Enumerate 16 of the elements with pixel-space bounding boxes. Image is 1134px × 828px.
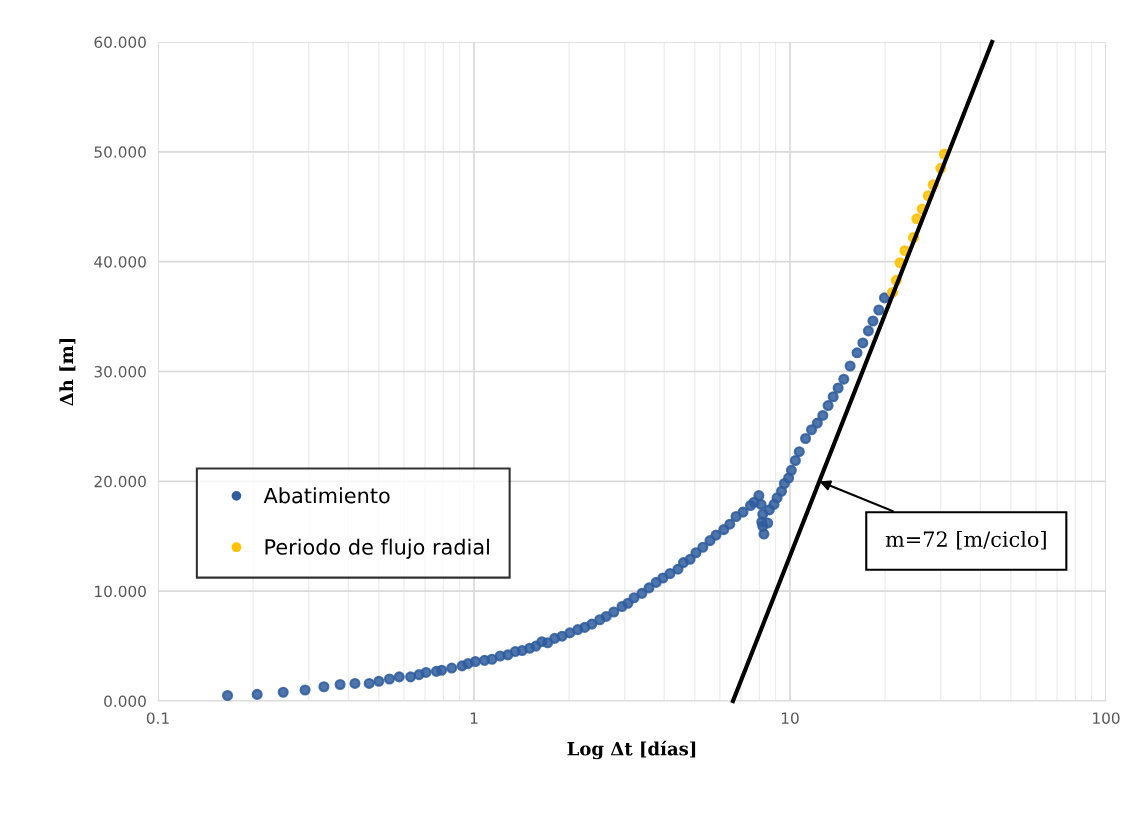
annotation: m=72 [m/ciclo] <box>885 530 1046 550</box>
x-tick-label: 0.1 <box>146 712 169 724</box>
y-tick-label: 30.000 <box>94 365 146 378</box>
y-tick-label: 20.000 <box>94 475 146 488</box>
y-tick-label: 50.000 <box>94 146 146 158</box>
x-tick-label: 100 <box>1093 712 1120 724</box>
legend-label: Periodo de flujo radial <box>265 538 489 559</box>
y-tick-label: 10.000 <box>95 585 146 598</box>
y-tick-label: 40.000 <box>94 256 146 268</box>
y-axis-title: Δh [m] <box>59 338 76 406</box>
y-tick-label: 0.000 <box>104 695 146 708</box>
x-tick-label: 10 <box>781 712 799 724</box>
y-tick-label: 60.000 <box>94 36 146 49</box>
x-axis-title: Log Δt [días] <box>567 740 696 760</box>
legend-label: Abatimiento <box>263 487 390 504</box>
x-tick-label: 1 <box>470 712 478 724</box>
